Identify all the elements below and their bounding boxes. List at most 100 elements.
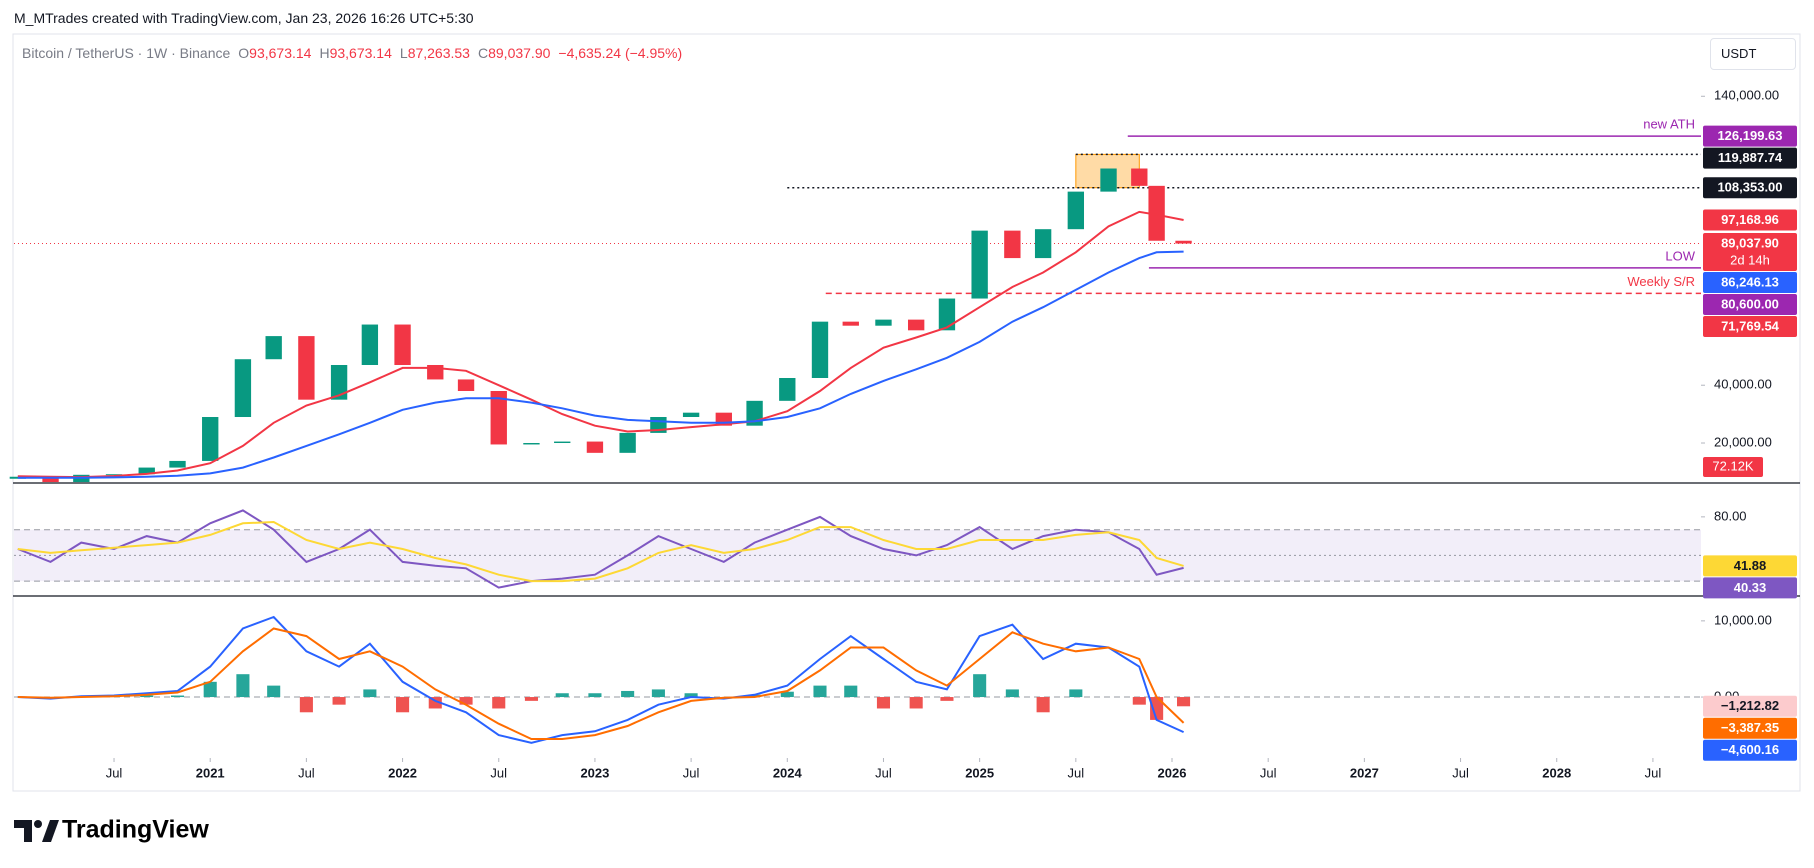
histogram-bar bbox=[684, 693, 698, 698]
x-tick-label: 2026 bbox=[1158, 765, 1187, 780]
currency-button[interactable]: USDT bbox=[1710, 38, 1796, 70]
badge-label: −3,387.35 bbox=[1721, 720, 1779, 735]
candle bbox=[298, 336, 315, 400]
y-tick-label: 20,000.00 bbox=[1714, 434, 1772, 449]
price-badge bbox=[1703, 125, 1797, 147]
candle bbox=[971, 230, 988, 299]
credit: M_MTrades created with TradingView.com, … bbox=[14, 10, 474, 26]
volume-badge bbox=[1703, 457, 1763, 477]
candle bbox=[619, 432, 636, 453]
x-tick-label: 2028 bbox=[1542, 765, 1571, 780]
candle bbox=[1067, 191, 1085, 230]
price-badge bbox=[1703, 316, 1797, 338]
badge-label: 89,037.90 bbox=[1721, 235, 1779, 250]
x-tick-label: 2024 bbox=[773, 765, 803, 780]
x-tick-label: Jul bbox=[1260, 765, 1277, 780]
candle bbox=[1034, 229, 1052, 259]
price-change: −4,635.24 (−4.95%) bbox=[558, 45, 683, 61]
y-tick-label: 10,000.00 bbox=[1714, 612, 1772, 627]
x-tick-label: 2027 bbox=[1350, 765, 1379, 780]
candle bbox=[330, 364, 348, 400]
level-note: new ATH bbox=[1643, 117, 1695, 132]
level-note: Weekly S/R bbox=[1627, 274, 1695, 289]
ohlc-value: 93,673.14 bbox=[329, 45, 392, 61]
price-badge bbox=[1703, 555, 1797, 577]
candle bbox=[875, 319, 892, 326]
price-badge bbox=[1703, 294, 1797, 316]
histogram-bar bbox=[267, 685, 281, 698]
histogram-bar bbox=[1069, 689, 1083, 698]
histogram-bar bbox=[524, 697, 538, 701]
ohlc-key: H bbox=[319, 45, 330, 61]
histogram-bar bbox=[940, 697, 954, 701]
histogram-bar bbox=[1177, 697, 1191, 707]
symbol-line: Bitcoin / TetherUS · 1W · Binance O93,673… bbox=[22, 45, 682, 61]
badge-label: 41.88 bbox=[1734, 558, 1767, 573]
y-tick-label: 140,000.00 bbox=[1714, 88, 1779, 103]
x-tick-label: Jul bbox=[1645, 765, 1662, 780]
histogram-bar bbox=[555, 693, 569, 698]
countdown: 2d 14h bbox=[1730, 252, 1770, 267]
chart-frame bbox=[12, 33, 1801, 792]
histogram-bar bbox=[1005, 689, 1019, 698]
x-tick-label: 2021 bbox=[196, 765, 225, 780]
histogram-bar bbox=[844, 685, 858, 698]
histogram-bar bbox=[651, 689, 665, 698]
indicator-line bbox=[17, 210, 1184, 479]
histogram-bar bbox=[876, 697, 891, 709]
histogram-bar bbox=[299, 697, 313, 713]
price-badge bbox=[1703, 739, 1797, 761]
histogram-bar bbox=[780, 691, 794, 698]
ohlc-key: L bbox=[399, 45, 408, 61]
histogram-bar bbox=[332, 697, 346, 705]
price-badge bbox=[1703, 177, 1797, 199]
ohlc-key: O bbox=[238, 45, 250, 61]
candle bbox=[907, 319, 925, 331]
candle bbox=[265, 336, 282, 360]
histogram-bar bbox=[973, 674, 987, 698]
indicator-line bbox=[17, 250, 1184, 479]
candle bbox=[457, 379, 475, 392]
symbol: Bitcoin / TetherUS · 1W · Binance bbox=[22, 45, 231, 61]
candle bbox=[42, 477, 59, 483]
candle bbox=[490, 391, 507, 445]
histogram-bar bbox=[140, 695, 154, 698]
candle bbox=[361, 324, 379, 365]
x-tick-label: Jul bbox=[1068, 765, 1085, 780]
candle bbox=[1148, 185, 1165, 241]
histogram-bar bbox=[236, 674, 250, 698]
badge-label: 119,887.74 bbox=[1718, 150, 1783, 165]
x-tick-label: Jul bbox=[1452, 765, 1469, 780]
brand-logo bbox=[14, 820, 59, 842]
histogram-bar bbox=[1132, 697, 1146, 705]
ohlc-value: 87,263.53 bbox=[407, 45, 470, 61]
histogram-bar bbox=[459, 697, 473, 705]
x-tick-label: Jul bbox=[490, 765, 507, 780]
histogram-bar bbox=[363, 689, 377, 698]
y-tick-label: 40,000.00 bbox=[1714, 377, 1772, 392]
y-tick-label: 80.00 bbox=[1714, 508, 1747, 523]
histogram-bar bbox=[492, 697, 506, 709]
histogram-bar bbox=[1036, 697, 1050, 713]
histogram-bar bbox=[203, 681, 217, 698]
histogram-bar bbox=[588, 693, 602, 698]
badge-label: 71,769.54 bbox=[1721, 318, 1780, 333]
x-tick-label: Jul bbox=[683, 765, 700, 780]
ohlc-key: C bbox=[477, 45, 489, 61]
x-tick-label: 2022 bbox=[388, 765, 417, 780]
rsi-band bbox=[14, 529, 1701, 582]
badge-label: 97,168.96 bbox=[1721, 212, 1779, 227]
ohlc-value: 93,673.14 bbox=[249, 45, 312, 61]
candle bbox=[169, 460, 186, 468]
histogram-bar bbox=[813, 685, 827, 698]
candle bbox=[1004, 230, 1021, 259]
brand-name: TradingView bbox=[62, 816, 209, 844]
indicator-line bbox=[17, 615, 1185, 744]
candle bbox=[105, 474, 123, 476]
candle bbox=[811, 321, 829, 378]
candle bbox=[1100, 168, 1117, 192]
price-badge bbox=[1703, 695, 1797, 717]
candle bbox=[586, 441, 604, 453]
candle bbox=[1131, 168, 1148, 186]
